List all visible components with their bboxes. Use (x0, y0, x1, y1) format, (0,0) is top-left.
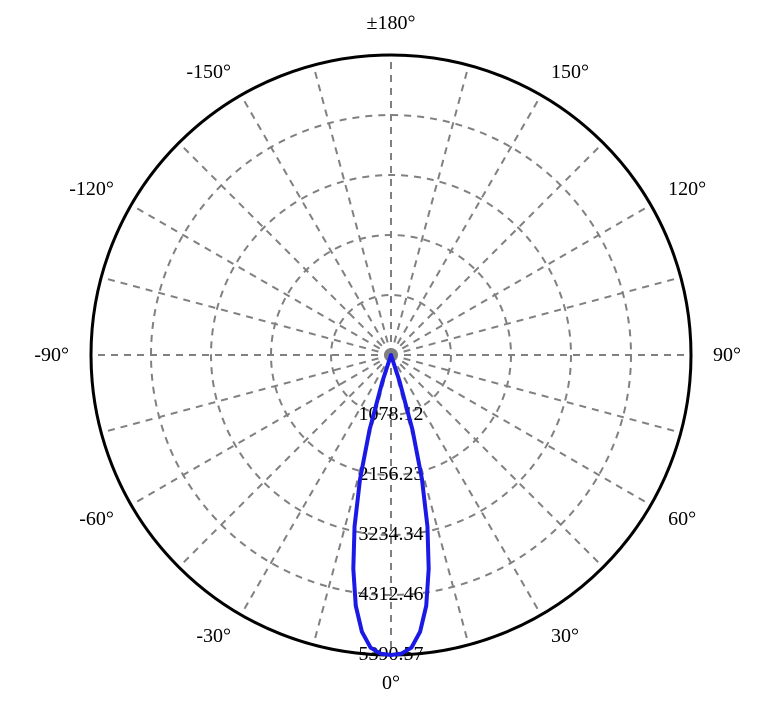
ring-label: 2156.23 (359, 463, 424, 485)
angle-label: -60° (79, 508, 114, 530)
angle-label: -120° (69, 178, 114, 200)
grid-spoke (101, 355, 391, 433)
grid-spoke (101, 277, 391, 355)
grid-spoke (131, 205, 391, 355)
grid-spoke (313, 65, 391, 355)
grid-spoke (131, 355, 391, 505)
angle-label: 30° (551, 625, 579, 647)
ring-label: 3234.34 (359, 523, 424, 545)
grid-spoke (391, 277, 681, 355)
angle-label: 150° (551, 61, 589, 83)
polar-chart: 1078.122156.233234.344312.465390.57 0°30… (0, 0, 782, 717)
ring-label: 4312.46 (359, 583, 424, 605)
angle-label: -150° (186, 61, 231, 83)
angle-label: 0° (382, 672, 400, 694)
angle-label: ±180° (367, 12, 416, 34)
grid-spoke (179, 143, 391, 355)
angle-label: -90° (34, 344, 69, 366)
grid-spoke (391, 143, 603, 355)
grid-spoke (241, 95, 391, 355)
angle-label: 60° (668, 508, 696, 530)
grid-spoke (391, 65, 469, 355)
grid-spoke (391, 205, 651, 355)
angle-label: -30° (196, 625, 231, 647)
ring-label: 1078.12 (359, 403, 424, 425)
grid-spoke (391, 95, 541, 355)
grid-spoke (391, 355, 681, 433)
grid-spoke (391, 355, 651, 505)
angle-label: 90° (713, 344, 741, 366)
angle-label: 120° (668, 178, 706, 200)
